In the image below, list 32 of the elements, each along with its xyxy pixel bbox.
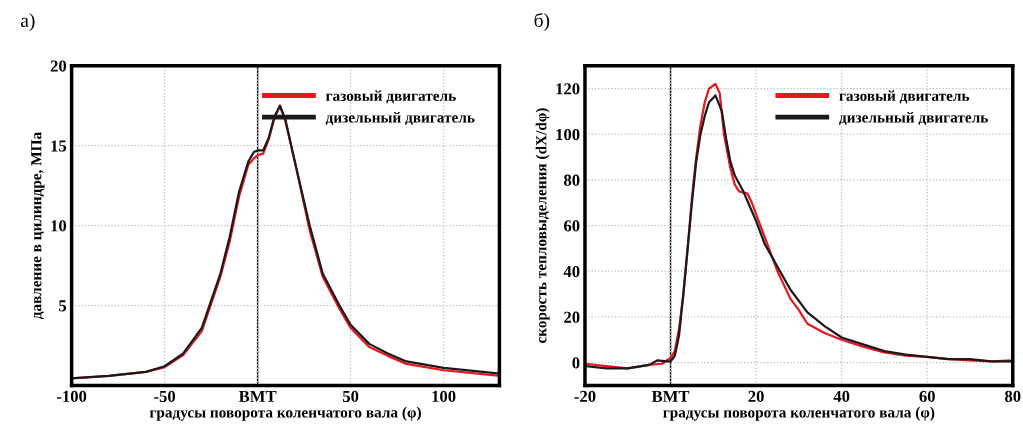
y-tick-label: 20 xyxy=(564,311,580,323)
y-tick-label: 120 xyxy=(556,83,580,95)
x-tick-label: 100 xyxy=(432,390,456,403)
y-tick-label: 5 xyxy=(59,300,67,312)
legend-label: дизельный двигатель xyxy=(839,111,988,126)
x-tick-label: 40 xyxy=(833,390,850,403)
y-tick-label: 40 xyxy=(563,265,580,278)
y-tick-label: 0 xyxy=(572,357,580,369)
y-tick-label: 100 xyxy=(556,128,580,141)
y-tick-label: 80 xyxy=(564,174,580,186)
y-axis-title: скорость тепловыделения (dX/dφ) xyxy=(535,108,550,344)
x-tick-label: ВМТ xyxy=(651,390,690,402)
x-axis-title: градусы поворота коленчатого вала (φ) xyxy=(663,406,935,421)
y-axis-title: давление в цилиндре, МПа xyxy=(31,132,45,320)
x-tick-label: 20 xyxy=(748,390,764,403)
x-tick-label: -50 xyxy=(154,390,176,403)
chart-title: а) xyxy=(20,13,35,31)
x-tick-label: ВМТ xyxy=(238,390,277,402)
legend-label: газовый двигатель xyxy=(839,90,970,104)
x-tick-label: -100 xyxy=(56,390,87,403)
y-tick-label: 20 xyxy=(50,60,67,72)
x-tick-label: -20 xyxy=(574,390,596,403)
y-tick-label: 10 xyxy=(51,220,67,232)
legend-label: газовый двигатель xyxy=(326,90,456,104)
x-tick-label: 50 xyxy=(342,390,359,403)
x-tick-label: 80 xyxy=(1004,390,1021,403)
legend-label: дизельный двигатель xyxy=(325,111,475,126)
x-axis-title: градусы поворота коленчатого вала (φ) xyxy=(149,406,421,421)
x-tick-label: 60 xyxy=(919,390,935,403)
y-tick-label: 15 xyxy=(51,140,67,152)
chart-title: б) xyxy=(534,12,550,31)
y-tick-label: 60 xyxy=(564,220,580,232)
